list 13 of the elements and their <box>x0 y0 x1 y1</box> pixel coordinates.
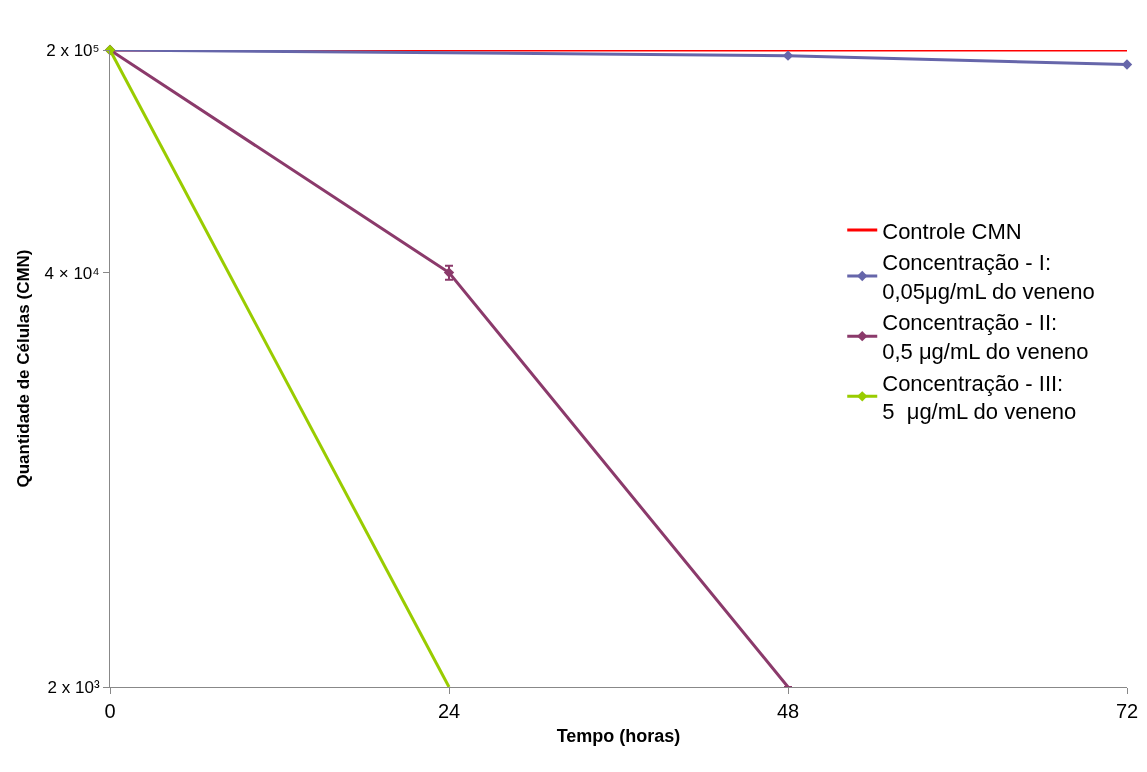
legend-label: Controle CMN <box>882 218 1022 244</box>
x-tick-label: 0 <box>104 700 116 722</box>
y-tick-label: 4 × 10⁴ <box>44 263 100 283</box>
x-tick-label: 72 <box>1115 700 1139 722</box>
y-tick-label: 2 x 10³ <box>47 677 100 697</box>
legend-label: Concentração - I: 0,05μg/mL do veneno <box>882 250 1095 304</box>
legend-label: Concentração - II: 0,5 μg/mL do veneno <box>882 310 1089 365</box>
legend-label: Concentração - III: 5 μg/mL do veneno <box>882 370 1077 425</box>
x-axis-title: Tempo (horas) <box>556 726 681 747</box>
x-tick-label: 48 <box>776 700 800 722</box>
x-tick-label: 24 <box>437 700 461 722</box>
y-tick-label: 2 x 10⁵ <box>46 40 100 60</box>
y-axis-title: Quantidade de Células (CMN) <box>14 249 34 488</box>
